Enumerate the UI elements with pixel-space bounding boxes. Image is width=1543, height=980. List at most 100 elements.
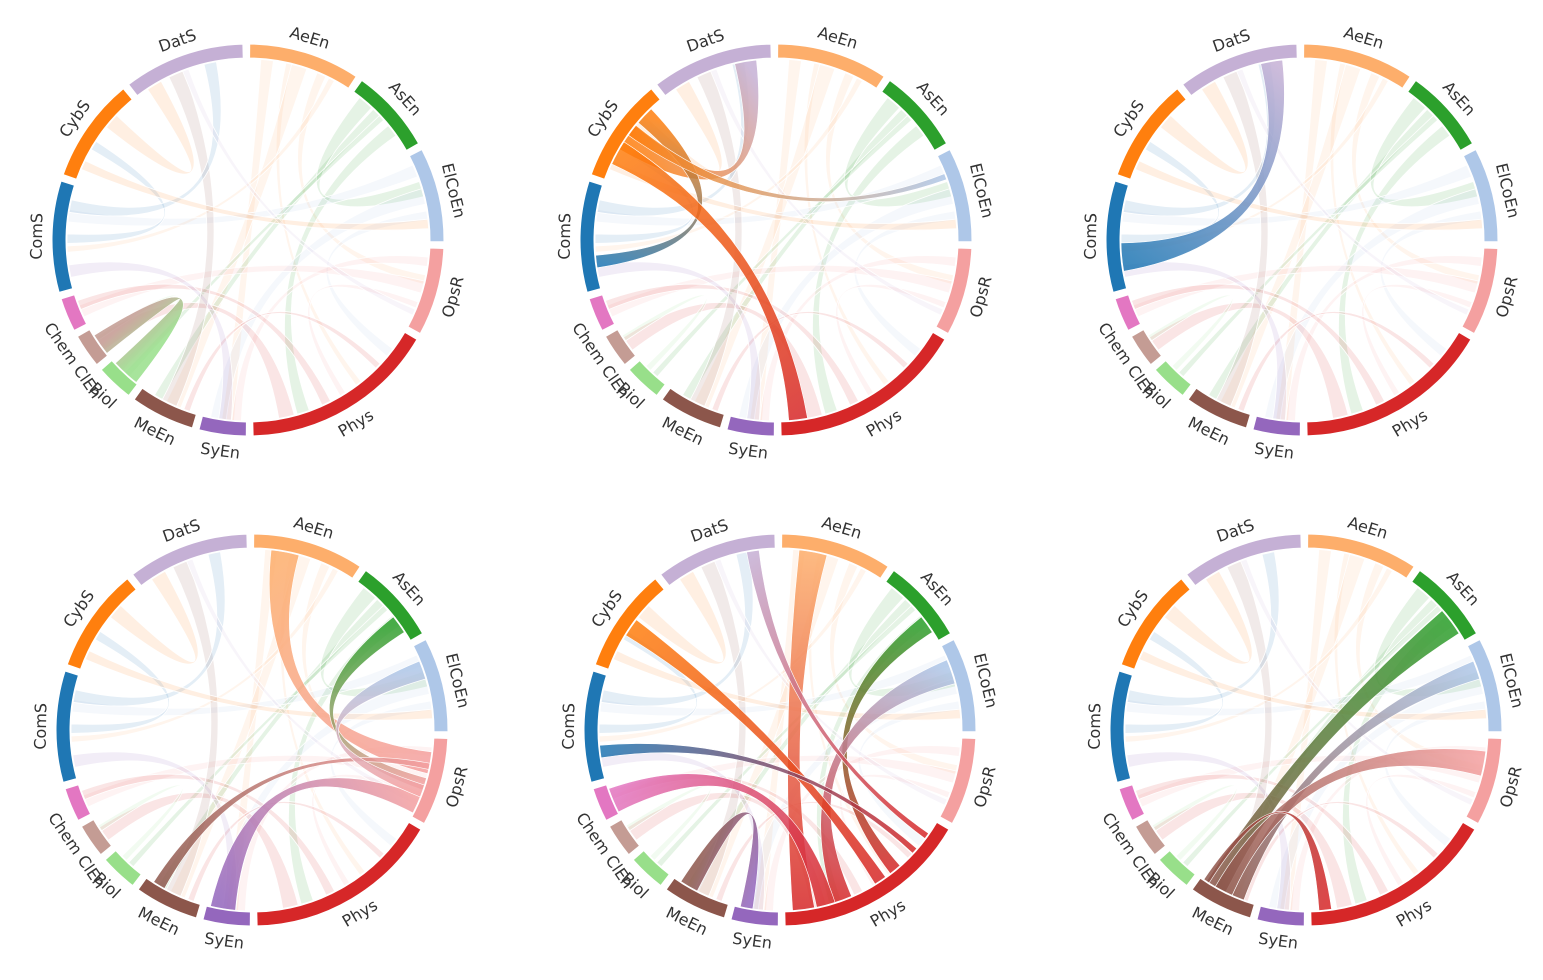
arc-OpsR	[407, 247, 445, 335]
background-ribbons	[70, 549, 434, 912]
label-ElCoEn: ElCoEn	[1496, 651, 1527, 710]
ribbon-ComS-CybS	[598, 630, 698, 734]
arc-MeEn	[661, 387, 725, 429]
ribbon-Biol-ChemClEn	[1151, 784, 1238, 861]
ribbon-ElCoEn-Phys	[853, 210, 957, 357]
ribbon-AsEn-Biol	[656, 604, 917, 868]
ribbon-Biol-ChemClEn	[625, 784, 712, 861]
highlight-ribbon-Phys-MeEn	[1203, 811, 1332, 911]
arc-AeEn	[1307, 533, 1415, 579]
highlight-ribbon-ElCoEn-OpsR	[335, 660, 427, 798]
arc-OpsR	[935, 247, 973, 335]
ribbon-CybS-DatS	[1163, 570, 1253, 665]
ribbon-ElCoEn-Phys	[325, 210, 429, 357]
ribbon-DatS-OpsR	[714, 558, 948, 806]
arc-ChemClEn	[1130, 328, 1163, 366]
background-ribbons	[598, 549, 962, 912]
ribbon-AeEn-MeEn	[693, 63, 836, 409]
label-SyEn: SyEn	[731, 929, 773, 953]
ribbon-MeEn-DatS	[1215, 70, 1269, 407]
ribbon-AsEn-Biol	[652, 114, 913, 378]
arc-DatS	[131, 533, 248, 587]
arc-Chem2	[1114, 294, 1142, 332]
ribbon-AsEn-Biol	[128, 604, 389, 868]
arc-CybS	[594, 578, 665, 670]
arc-MeEn	[133, 387, 197, 429]
highlight-ribbon-DatS-Phys	[746, 549, 929, 839]
arc-CybS	[66, 578, 137, 670]
arc-OpsR	[939, 737, 977, 825]
arc-CybS	[1116, 88, 1187, 180]
ribbon-AeEn-MeEn	[1219, 63, 1362, 409]
arc-AeEn	[253, 533, 361, 579]
ribbon-CybS-ElCoEn	[1138, 650, 1488, 721]
label-SyEn: SyEn	[1257, 929, 1299, 953]
highlighted-ribbons	[93, 296, 184, 383]
ribbon-AeEn-Phys	[803, 62, 890, 386]
highlight-ribbon-CybS-Phys	[625, 619, 886, 885]
arc-SyEn	[730, 905, 779, 927]
ribbon-AeEn-Phys	[275, 62, 362, 386]
arc-ElCoEn	[936, 148, 973, 243]
ribbon-CybS-DatS	[109, 570, 199, 665]
label-ComS: ComS	[559, 703, 579, 750]
ribbon-Phys-MeEn	[183, 311, 381, 412]
arc-CybS	[62, 88, 133, 180]
ribbon-ComS-CybS	[70, 630, 170, 734]
label-ComS: ComS	[1081, 213, 1101, 260]
ribbon-Phys-ChemClEn	[1148, 302, 1349, 419]
ribbon-AsEn-Phys	[812, 125, 925, 415]
label-ElCoEn: ElCoEn	[1492, 161, 1523, 220]
label-AeEn: AeEn	[288, 23, 333, 53]
highlight-ribbon-AsEn-Phys	[841, 616, 933, 874]
ribbon-AeEn-ComS	[598, 567, 867, 743]
arc-SyEn	[202, 905, 251, 927]
ribbon-ComS-DatS	[1122, 61, 1276, 217]
arc-Phys	[784, 821, 950, 927]
ribbon-AsEn-Phys	[1338, 125, 1451, 415]
ribbon-Phys-MeEn	[1237, 311, 1435, 412]
label-AeEn: AeEn	[292, 513, 337, 543]
arc-SyEn	[726, 415, 775, 437]
highlighted-ribbons	[1120, 59, 1285, 272]
ribbon-AsEn-ElCoEn	[844, 96, 953, 208]
arc-CybS	[590, 88, 661, 180]
background-ribbons	[1124, 549, 1488, 912]
ribbon-Phys-Chem2	[80, 773, 336, 896]
ribbon-SyEn-ComS	[68, 261, 233, 421]
ribbon-CybS-ElCoEn	[612, 650, 962, 721]
highlighted-ribbons	[1203, 610, 1487, 911]
ribbon-CybS-ElCoEn	[84, 650, 434, 721]
ribbon-AeEn-ComS	[66, 77, 335, 253]
ribbon-SyEn-ComS	[1126, 751, 1291, 911]
ribbon-DatS-OpsR	[182, 68, 416, 316]
arc-OpsR	[1461, 247, 1499, 335]
label-OpsR: OpsR	[966, 274, 996, 320]
arc-Chem2	[1118, 784, 1146, 822]
arc-ChemClEn	[80, 818, 113, 856]
arc-AsEn	[352, 79, 420, 152]
label-OpsR: OpsR	[442, 764, 472, 810]
arc-AsEn	[880, 79, 948, 152]
ribbon-Phys-MeEn	[187, 801, 385, 902]
arc-MeEn	[665, 877, 729, 919]
arc-SyEn	[1252, 415, 1301, 437]
highlight-ribbon-AsEn-OpsR	[329, 616, 427, 791]
ribbon-ElCoEn-ComS	[1121, 164, 1473, 227]
arc-ComS	[51, 180, 76, 293]
arc-ChemClEn	[604, 328, 637, 366]
background-ribbons	[1120, 59, 1484, 422]
highlight-ribbon-AeEn-Phys	[787, 549, 828, 911]
arc-Biol	[100, 359, 138, 397]
ribbon-Phys-MeEn	[715, 801, 913, 902]
ribbon-OpsR-Chem2	[78, 264, 425, 318]
highlight-ribbon-ElCoEn-MeEn	[1231, 660, 1481, 901]
ribbon-CybS-ElCoEn	[80, 160, 430, 231]
ribbon-AeEn-ComS	[1124, 567, 1393, 743]
label-OpsR: OpsR	[438, 274, 468, 320]
label-AeEn: AeEn	[820, 513, 865, 543]
